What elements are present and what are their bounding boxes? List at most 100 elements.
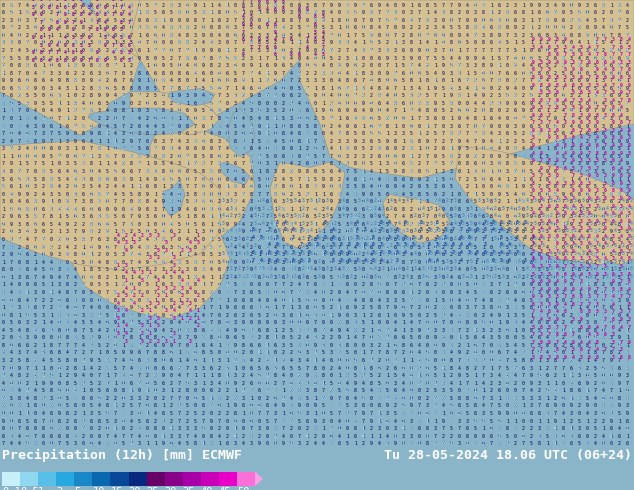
Text: 2: 2 xyxy=(482,2,485,7)
Text: 0: 0 xyxy=(210,10,213,15)
Text: 9: 9 xyxy=(628,128,631,133)
Text: 0: 0 xyxy=(90,297,93,302)
Text: 2: 2 xyxy=(562,275,565,280)
Text: 0: 0 xyxy=(370,396,373,401)
Text: 6: 6 xyxy=(348,258,351,263)
Text: 7: 7 xyxy=(138,93,141,98)
Text: 6: 6 xyxy=(128,43,131,48)
Text: 0: 0 xyxy=(450,131,453,136)
Text: 2: 2 xyxy=(210,396,213,401)
Text: 3: 3 xyxy=(540,203,543,209)
Text: 4: 4 xyxy=(580,340,583,344)
Text: 2: 2 xyxy=(514,320,517,325)
Text: 2: 2 xyxy=(302,206,305,211)
Text: 3: 3 xyxy=(292,250,295,255)
Text: 6: 6 xyxy=(530,123,533,128)
Text: 2: 2 xyxy=(578,403,581,408)
Text: 7: 7 xyxy=(578,275,581,280)
Text: 7: 7 xyxy=(106,434,109,439)
Text: 0: 0 xyxy=(242,366,245,370)
Text: 6: 6 xyxy=(202,71,205,75)
Text: 0: 0 xyxy=(514,388,517,393)
Text: 8: 8 xyxy=(314,2,317,7)
Text: 5: 5 xyxy=(324,235,327,240)
Text: 7: 7 xyxy=(82,108,85,114)
Text: 2: 2 xyxy=(226,396,229,401)
Text: 0: 0 xyxy=(474,358,477,363)
Text: 9: 9 xyxy=(162,214,165,220)
Text: 9: 9 xyxy=(186,146,189,151)
Text: 2: 2 xyxy=(242,207,245,212)
Text: 1: 1 xyxy=(554,441,557,446)
Text: 5: 5 xyxy=(580,173,583,178)
Text: 8: 8 xyxy=(458,40,461,46)
Text: 7: 7 xyxy=(34,297,37,302)
Text: 2: 2 xyxy=(170,403,173,408)
Text: 8: 8 xyxy=(96,58,99,63)
Text: 1: 1 xyxy=(330,71,333,75)
Text: 5: 5 xyxy=(194,222,197,227)
Text: 7: 7 xyxy=(56,12,59,17)
Text: 3: 3 xyxy=(50,207,53,212)
Text: 8: 8 xyxy=(490,305,493,310)
Text: 3: 3 xyxy=(514,33,517,38)
Text: 2: 2 xyxy=(122,93,125,98)
Text: 1: 1 xyxy=(26,411,29,416)
Text: 8: 8 xyxy=(106,199,109,204)
Text: 3: 3 xyxy=(114,418,117,423)
Text: 8: 8 xyxy=(298,388,301,393)
Text: 2: 2 xyxy=(370,154,373,159)
Text: 2: 2 xyxy=(250,388,253,393)
Text: 5: 5 xyxy=(350,236,353,241)
Text: 0: 0 xyxy=(506,116,509,121)
Text: 1: 1 xyxy=(330,18,333,23)
Text: 0: 0 xyxy=(250,434,253,439)
Text: 6: 6 xyxy=(490,116,493,121)
Text: 0: 0 xyxy=(138,2,141,7)
Text: 4: 4 xyxy=(622,198,625,203)
Text: 6: 6 xyxy=(538,10,541,15)
Text: 3: 3 xyxy=(266,48,269,53)
Text: 4: 4 xyxy=(330,328,333,333)
Text: 6: 6 xyxy=(338,108,341,114)
Text: 1: 1 xyxy=(330,297,333,302)
Text: 0: 0 xyxy=(458,184,461,189)
Text: 2: 2 xyxy=(266,396,269,401)
Text: 9: 9 xyxy=(26,192,29,196)
Text: 7: 7 xyxy=(572,332,575,337)
Text: 8: 8 xyxy=(66,25,69,30)
Text: 3: 3 xyxy=(290,214,293,220)
Text: 9: 9 xyxy=(146,328,149,333)
Text: 7: 7 xyxy=(452,250,455,255)
Text: 3: 3 xyxy=(454,266,457,271)
Text: 8: 8 xyxy=(378,305,381,310)
Text: 3: 3 xyxy=(554,434,557,439)
Text: 5: 5 xyxy=(50,154,53,159)
Text: 5: 5 xyxy=(117,316,120,321)
Text: 3: 3 xyxy=(262,213,265,218)
Text: 1: 1 xyxy=(474,207,477,212)
Text: 4: 4 xyxy=(170,260,173,265)
Text: 6: 6 xyxy=(154,63,157,68)
Text: 7: 7 xyxy=(498,366,501,370)
Text: 0: 0 xyxy=(458,93,461,98)
Text: 1: 1 xyxy=(482,267,485,272)
Text: 7: 7 xyxy=(258,154,261,159)
Text: 2: 2 xyxy=(2,252,5,257)
Text: 2: 2 xyxy=(226,161,229,167)
Text: 2: 2 xyxy=(218,403,221,408)
Text: 8: 8 xyxy=(66,335,69,341)
Text: 4: 4 xyxy=(26,139,29,144)
Text: 1: 1 xyxy=(538,86,541,91)
Text: 0: 0 xyxy=(154,40,157,46)
Text: 0: 0 xyxy=(290,388,293,393)
Text: 1: 1 xyxy=(122,418,125,423)
Text: 6: 6 xyxy=(186,131,189,136)
Text: 6: 6 xyxy=(186,108,189,114)
Text: 4: 4 xyxy=(580,271,583,276)
Text: 0: 0 xyxy=(298,373,301,378)
Text: 1: 1 xyxy=(298,40,301,46)
Text: 0: 0 xyxy=(602,335,605,341)
Text: 1: 1 xyxy=(122,2,125,7)
Text: 7: 7 xyxy=(394,71,397,75)
